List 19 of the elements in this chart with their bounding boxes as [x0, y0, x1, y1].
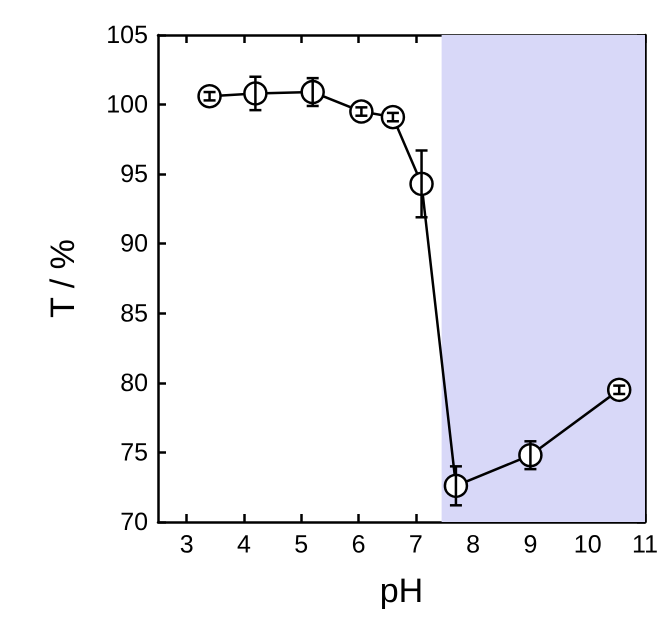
- x-tick-label: 8: [466, 530, 480, 558]
- y-tick-label: 100: [106, 90, 148, 119]
- y-tick-label: 80: [120, 368, 148, 397]
- y-tick-label: 90: [120, 230, 148, 258]
- x-tick-label: 9: [523, 530, 538, 558]
- x-axis-title: pH: [380, 572, 424, 610]
- y-tick-label: 70: [120, 508, 148, 536]
- x-tick-label: 5: [294, 530, 308, 558]
- x-tick-label: 11: [632, 530, 658, 558]
- x-tick-label: 4: [236, 530, 251, 558]
- x-tick-label: 3: [180, 530, 194, 558]
- y-tick-label: 85: [120, 299, 148, 328]
- y-tick-label: 105: [106, 21, 148, 49]
- y-tick-label: 95: [120, 160, 148, 188]
- y-tick-label: 75: [120, 438, 148, 466]
- x-tick-label: 6: [352, 530, 366, 558]
- y-axis-title: T / %: [44, 239, 82, 318]
- x-tick-label: 10: [574, 530, 602, 558]
- x-tick-label: 7: [408, 530, 423, 558]
